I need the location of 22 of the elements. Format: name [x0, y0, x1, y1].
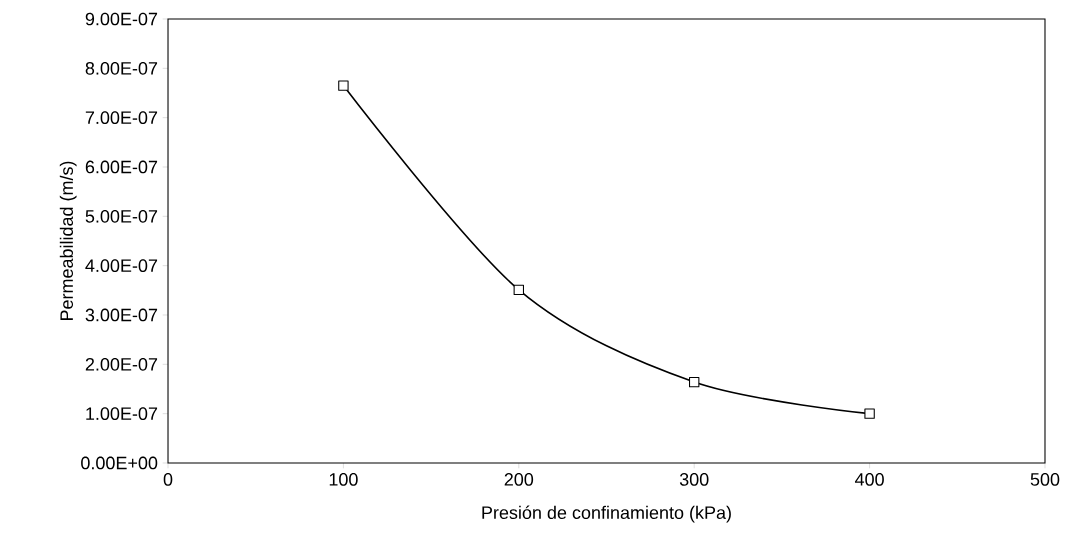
- y-tick-label: 1.00E-07: [86, 407, 158, 421]
- y-axis-title: Permeabilidad (m/s): [59, 161, 77, 321]
- y-tick-label: 3.00E-07: [85, 308, 158, 322]
- point: [864, 408, 875, 419]
- x-tick-label: 0: [163, 473, 173, 486]
- y-tick-label: 0.00E+00: [81, 456, 158, 470]
- point: [338, 80, 349, 91]
- x-tick-label: 300: [679, 473, 709, 486]
- y-tick-label: 4.00E-07: [85, 259, 158, 273]
- y-tick-label: 5.00E-07: [85, 209, 158, 223]
- y-tick-label: 9.00E-07: [85, 12, 158, 26]
- y-tick-label: 6.00E-07: [85, 160, 158, 174]
- point: [513, 284, 525, 296]
- y-tick-label: 2.00E-07: [85, 357, 158, 371]
- x-tick-label: 500: [1030, 473, 1060, 486]
- x-tick-label: 100: [329, 473, 358, 486]
- x-axis-title: Presión de confinamiento (kPa): [482, 505, 731, 523]
- x-tick-label: 400: [855, 473, 884, 486]
- y-tick-label: 7.00E-07: [85, 111, 158, 125]
- y-tick-label: 8.00E-07: [85, 61, 158, 75]
- point: [688, 376, 700, 388]
- x-tick-label: 200: [504, 473, 534, 486]
